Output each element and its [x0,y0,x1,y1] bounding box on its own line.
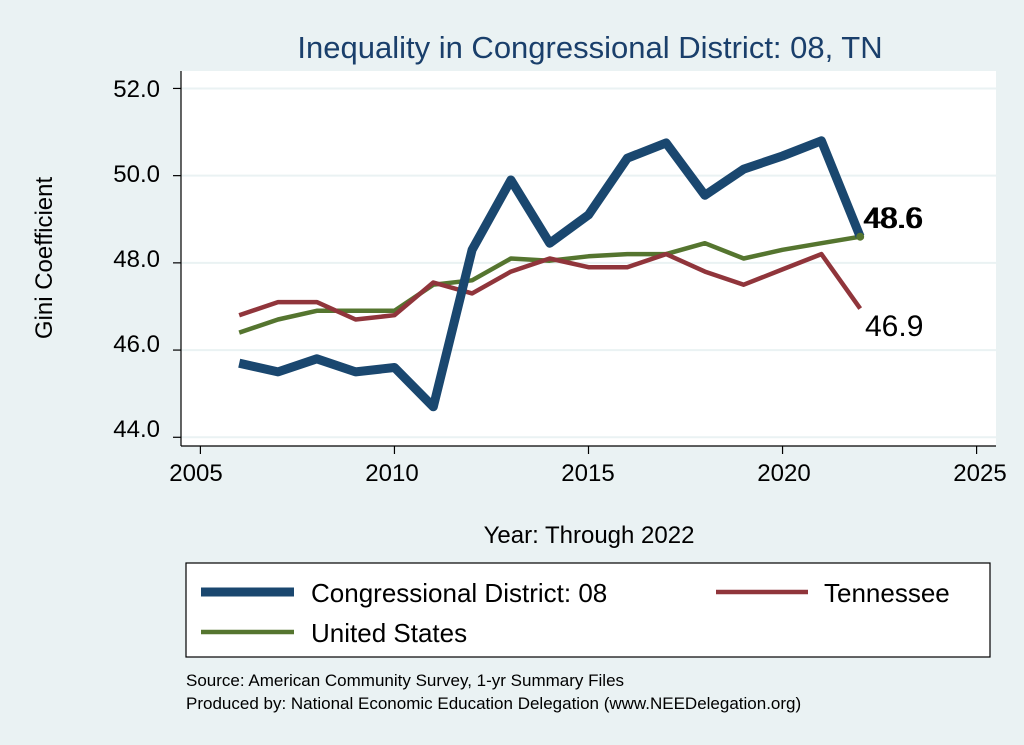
x-axis-title: Year: Through 2022 [484,522,695,549]
y-tick-label-4: 52.0 [113,76,160,103]
grid-lines [181,87,996,439]
x-tick-label-2: 2015 [561,460,614,487]
end-label-united-states: 48.6 [863,202,921,235]
source-note: Source: American Community Survey, 1-yr … [186,671,624,690]
x-tick-label-4: 2025 [953,460,1006,487]
y-tick-label-1: 46.0 [113,331,160,358]
y-tick-label-2: 48.0 [113,246,160,273]
legend-label-tennessee: Tennessee [824,578,950,608]
y-tick-label-3: 50.0 [113,161,160,188]
series-line-tennessee [238,251,863,322]
end-label-congressional-district: 48.6 [865,202,923,235]
legend-box [185,562,991,658]
legend-label-congressional-district: Congressional District: 08 [311,578,607,608]
producer-note: Produced by: National Economic Education… [186,694,801,713]
x-tick-label-1: 2010 [365,460,418,487]
y-axis-title: Gini Coefficient [31,177,58,340]
us-end-point [856,232,865,241]
legend-label-united-states: United States [311,618,467,648]
end-label-tennessee: 46.9 [865,310,923,343]
y-axis-ticks [173,87,181,438]
x-tick-label-0: 2005 [169,460,222,487]
x-axis-ticks [199,446,978,454]
x-tick-label-3: 2020 [757,460,810,487]
y-tick-label-0: 44.0 [113,416,160,443]
chart-title: Inequality in Congressional District: 08… [297,30,882,65]
series-line-congressional-district [238,136,865,412]
